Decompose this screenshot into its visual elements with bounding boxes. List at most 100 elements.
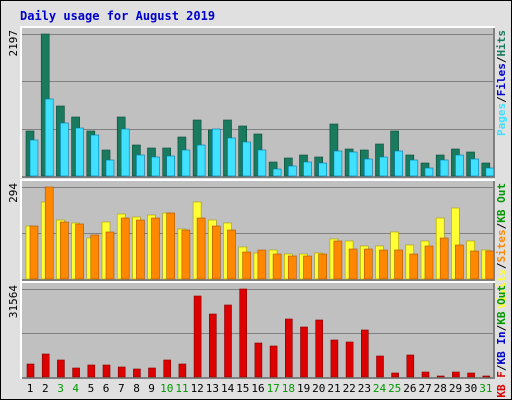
bar-files (287, 165, 297, 177)
bar-kb (148, 367, 156, 378)
bar-kb (482, 375, 491, 378)
bar-kb (406, 354, 415, 378)
bar-kb (269, 345, 278, 378)
bar-files (60, 122, 69, 177)
bar-files (44, 98, 54, 177)
bar-files (455, 154, 464, 177)
x-tick-label: 14 (221, 382, 235, 395)
legend-entry: KB Out (495, 183, 508, 223)
bar-sites (212, 225, 221, 280)
bar-kb (436, 375, 445, 378)
bar-kb (452, 371, 460, 378)
x-tick-label: 21 (327, 382, 340, 395)
x-tick-label: 12 (191, 382, 204, 395)
x-tick-label: 26 (403, 382, 416, 395)
x-tick-label: 10 (160, 382, 173, 395)
legend-entry: KB F (495, 371, 508, 398)
bar-files (303, 161, 312, 177)
x-tick-label: 16 (251, 382, 264, 395)
bar-sites (470, 250, 479, 280)
legend-separator: / (495, 56, 508, 63)
bar-kb (41, 353, 50, 378)
x-tick-label: 15 (236, 382, 249, 395)
bar-files (181, 149, 191, 177)
legend-separator: / (495, 364, 508, 371)
x-tick-label: 19 (297, 382, 310, 395)
x-tick-label: 1 (27, 382, 34, 395)
x-tick-label: 2 (42, 382, 49, 395)
panel-legend: KB F/KB In/KB Out (495, 285, 508, 398)
x-tick-label: 22 (343, 382, 356, 395)
bar-sites (333, 240, 343, 280)
bar-kb (391, 372, 399, 378)
bar-sites (136, 219, 145, 280)
bar-files (333, 150, 343, 177)
bar-sites (90, 234, 100, 280)
bar-sites (181, 229, 191, 280)
legend-entry: KB In (495, 331, 508, 364)
bar-kb (239, 288, 247, 378)
panel-legend: Visits/Sites/KB Out (495, 183, 508, 309)
bar-kb (193, 295, 202, 378)
bar-sites (363, 248, 373, 280)
x-tick-label: 27 (418, 382, 431, 395)
bar-files (136, 154, 145, 177)
bar-kb (330, 339, 339, 378)
x-tick-label: 28 (434, 382, 447, 395)
bar-kb (72, 367, 80, 378)
bar-sites (303, 255, 312, 280)
x-tick-label: 17 (267, 382, 280, 395)
x-tick-label: 29 (449, 382, 462, 395)
x-tick-label: 3 (57, 382, 64, 395)
y-max-label: 31564 (7, 285, 20, 318)
legend-separator: / (495, 262, 508, 269)
bar-sites (318, 253, 328, 280)
bar-kb (117, 366, 126, 378)
bar-sites (287, 255, 297, 280)
bar-files (439, 159, 449, 177)
bar-kb (57, 359, 65, 378)
x-tick-label: 4 (72, 382, 79, 395)
bar-sites (439, 237, 449, 280)
bar-sites (166, 212, 175, 280)
bar-files (75, 127, 84, 177)
bar-sites (379, 249, 388, 280)
legend-entry: KB Out (495, 285, 508, 325)
legend-separator: / (495, 222, 508, 229)
bar-files (196, 144, 206, 177)
x-tick-label: 9 (148, 382, 155, 395)
legend-entry: Visits (495, 269, 508, 309)
bar-kb (87, 364, 96, 378)
bar-files (485, 167, 495, 177)
bar-kb (133, 368, 141, 378)
bar-sites (242, 251, 251, 280)
x-tick-label: 7 (118, 382, 125, 395)
bar-files (379, 156, 388, 177)
bar-sites (272, 253, 282, 280)
bar-files (242, 141, 251, 177)
bar-kb (376, 355, 384, 378)
bar-sites (424, 245, 434, 280)
bar-kb (254, 342, 263, 378)
bar-sites (227, 229, 236, 280)
bar-files (105, 159, 115, 177)
bar-files (424, 167, 434, 177)
x-tick-label: 11 (175, 382, 188, 395)
x-tick-label: 8 (133, 382, 140, 395)
bar-kb (421, 371, 430, 378)
x-tick-label: 23 (358, 382, 371, 395)
bar-sites (120, 217, 130, 280)
bar-sites (44, 186, 54, 280)
chart-title: Daily usage for August 2019 (20, 9, 215, 23)
x-tick-label: 25 (388, 382, 401, 395)
bar-files (120, 128, 130, 177)
bar-kb (315, 319, 324, 378)
bar-kb (360, 329, 369, 378)
y-max-label: 2197 (7, 30, 20, 57)
bar-files (90, 134, 100, 177)
bar-kb (26, 363, 35, 378)
bar-sites (75, 223, 84, 280)
bar-files (363, 158, 373, 177)
